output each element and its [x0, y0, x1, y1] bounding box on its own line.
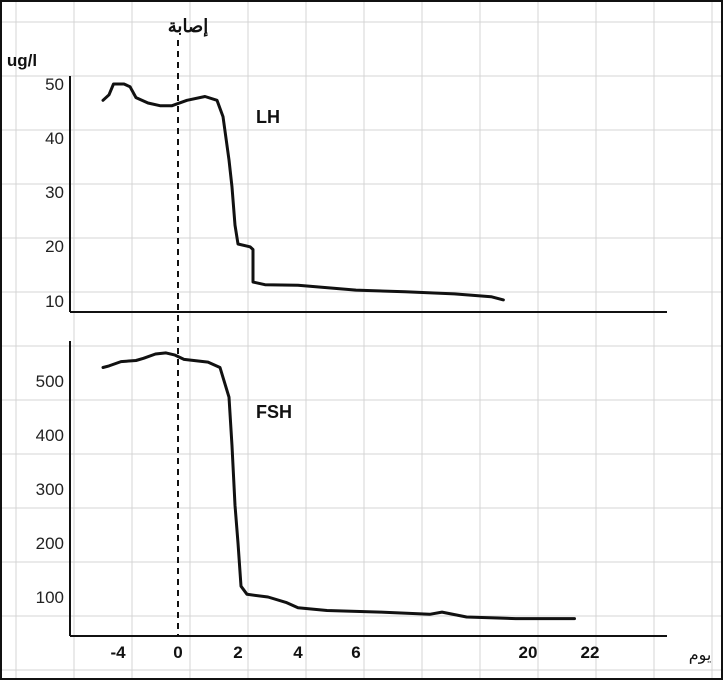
- x-tick-22: 22: [581, 643, 600, 662]
- fsh-series-label: FSH: [256, 402, 292, 422]
- x-axis-label: يوم: [689, 647, 712, 664]
- lh-tick-40: 40: [45, 129, 64, 148]
- x-tick-0: 0: [173, 643, 182, 662]
- fsh-series-line: [101, 351, 576, 621]
- lh-tick-10: 10: [45, 292, 64, 311]
- fsh-tick-200: 200: [36, 534, 64, 553]
- lh-series-label: LH: [256, 107, 280, 127]
- fsh-tick-100: 100: [36, 588, 64, 607]
- lh-tick-30: 30: [45, 183, 64, 202]
- unit-label: ug/l: [7, 51, 37, 70]
- fsh-tick-400: 400: [36, 426, 64, 445]
- lh-tick-50: 50: [45, 75, 64, 94]
- lh-tick-20: 20: [45, 237, 64, 256]
- fsh-tick-500: 500: [36, 372, 64, 391]
- lh-series-line: [101, 82, 505, 302]
- fsh-tick-300: 300: [36, 480, 64, 499]
- x-tick-4: 4: [293, 643, 303, 662]
- x-tick-20: 20: [519, 643, 538, 662]
- axes: [69, 76, 667, 637]
- event-label: إصابة: [168, 16, 208, 37]
- x-tick-6: 6: [351, 643, 360, 662]
- x-tick-2: 2: [233, 643, 242, 662]
- x-tick-minus-4: -4: [110, 643, 126, 662]
